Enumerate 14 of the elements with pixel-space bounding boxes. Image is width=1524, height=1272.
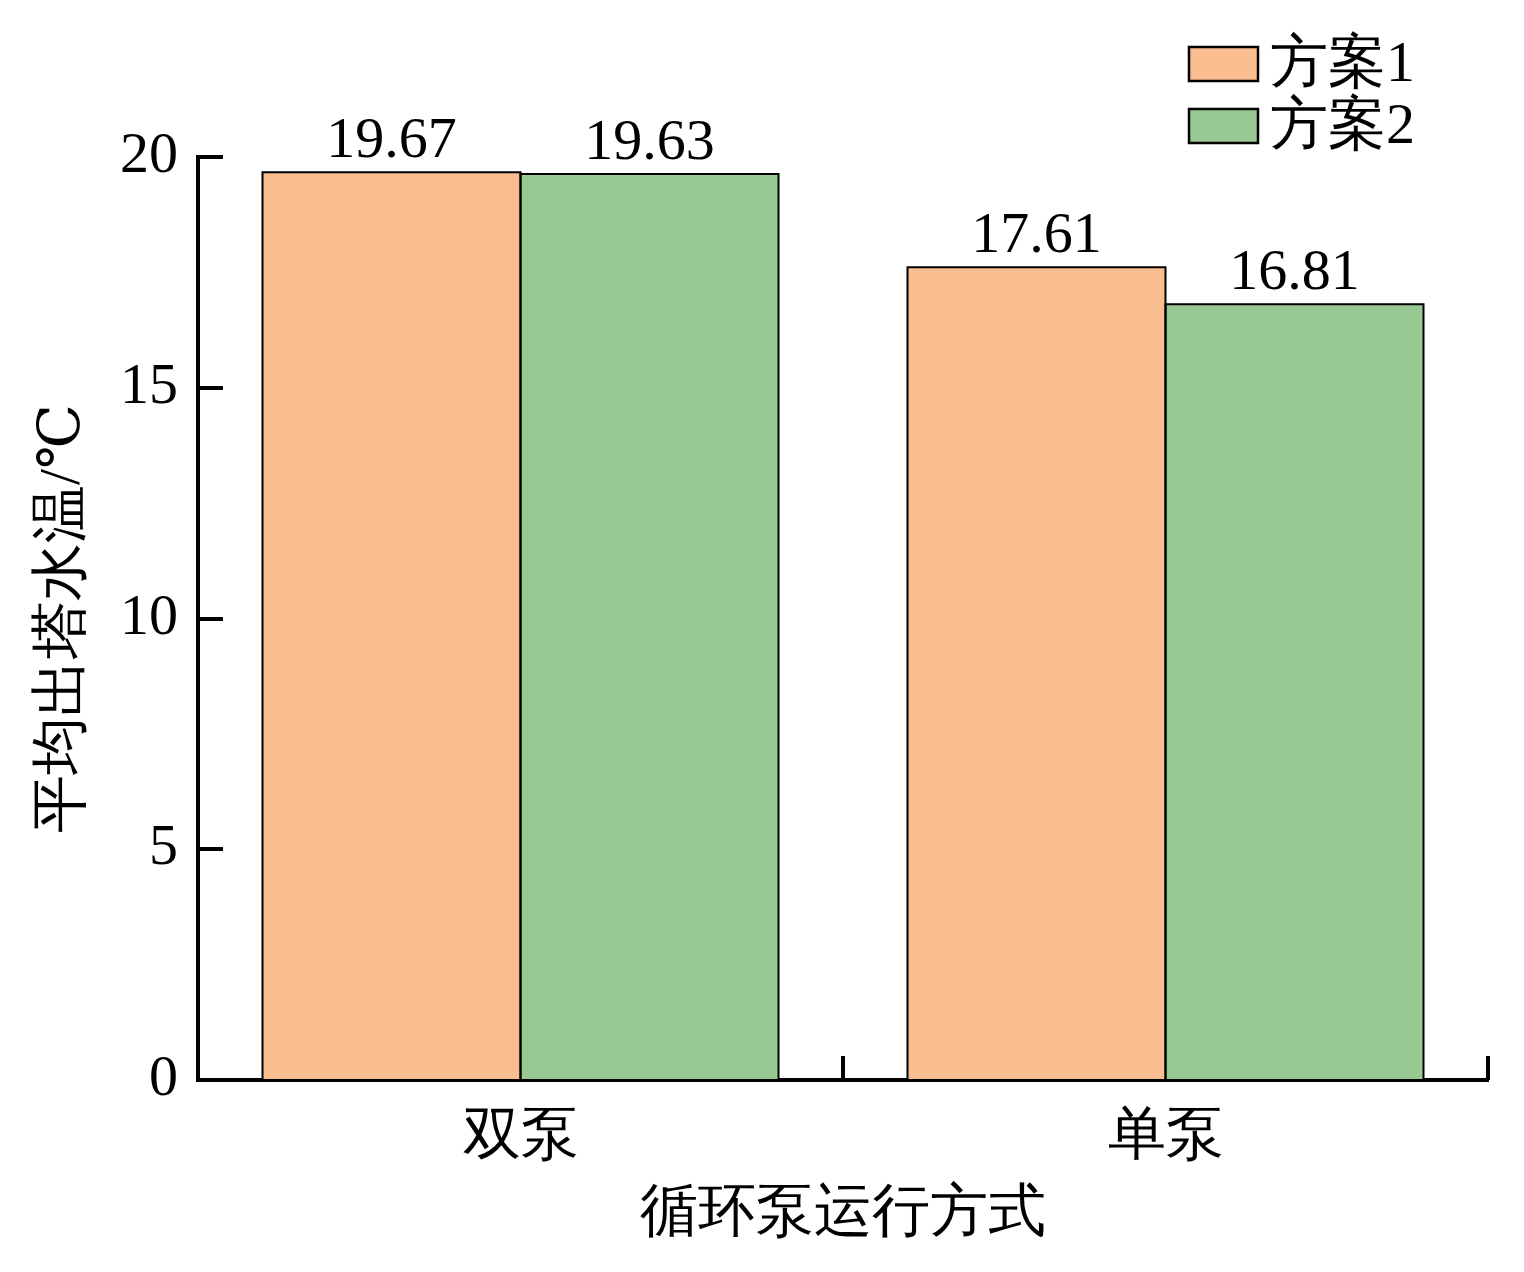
x-tick-label: 双泵	[462, 1101, 579, 1167]
legend-label: 方案2	[1270, 91, 1415, 157]
y-tick-label: 20	[120, 120, 178, 186]
data-label: 17.61	[971, 200, 1102, 266]
y-axis-title: 平均出塔水温/℃	[27, 404, 93, 833]
y-tick-label: 15	[120, 350, 178, 416]
data-label: 19.67	[326, 105, 457, 171]
x-axis-title: 循环泵运行方式	[640, 1178, 1046, 1244]
data-label: 16.81	[1229, 237, 1360, 303]
x-tick-label: 单泵	[1107, 1101, 1224, 1167]
data-label: 19.63	[584, 107, 715, 173]
y-tick-label: 5	[149, 812, 178, 878]
y-tick-label: 10	[120, 581, 178, 647]
y-tick-label: 0	[149, 1043, 178, 1109]
